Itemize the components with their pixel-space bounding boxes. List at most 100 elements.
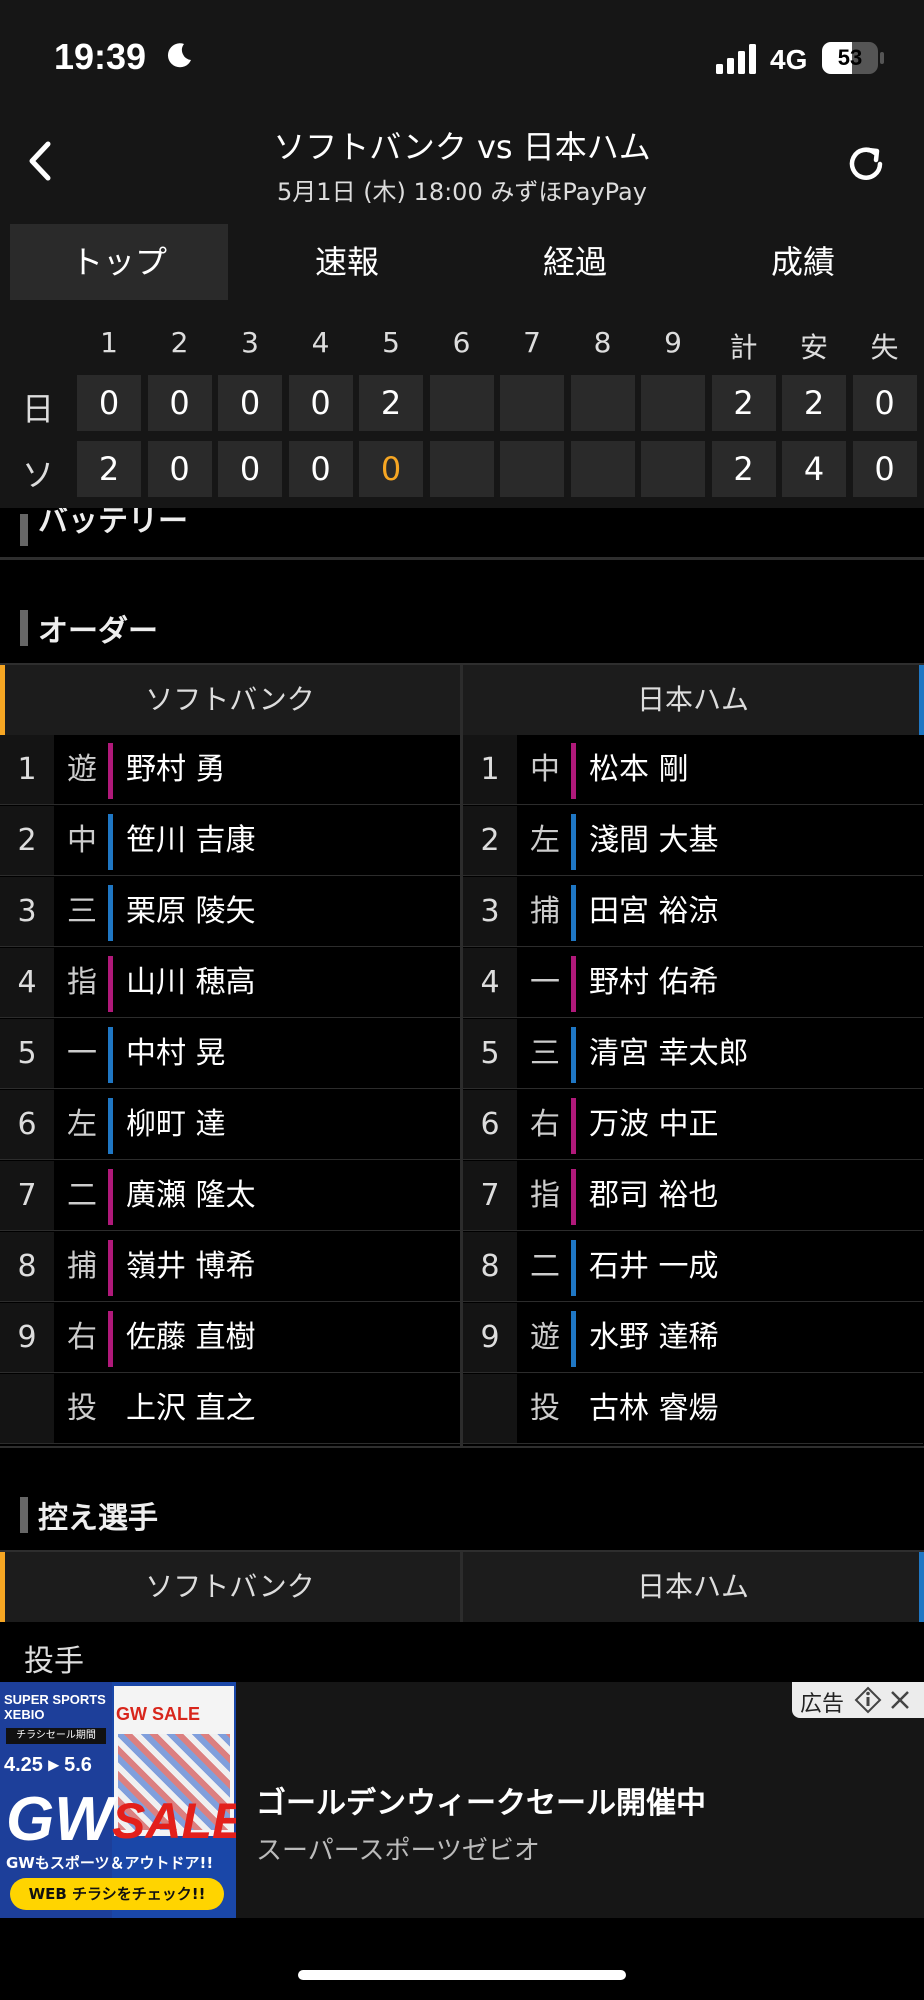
lineup-row[interactable]: 7 指郡司 裕也 [463, 1161, 923, 1231]
lineup-row[interactable]: 9 遊水野 達稀 [463, 1303, 923, 1373]
tab-top[interactable]: トップ [10, 224, 228, 300]
batting-order-number: 3 [0, 877, 54, 947]
lineup-row[interactable]: 3 捕田宮 裕涼 [463, 877, 923, 947]
lineup-row[interactable]: 6 右万波 中正 [463, 1090, 923, 1160]
player-name[interactable]: 柳町 達 [126, 1107, 226, 1142]
score-cell: 0 [147, 375, 212, 431]
player-name[interactable]: 野村 佑希 [589, 965, 719, 1000]
refresh-icon[interactable] [842, 140, 890, 188]
lineup-row[interactable]: 3 三栗原 陵矢 [0, 877, 460, 947]
lineup-row[interactable]: 7 二廣瀬 隆太 [0, 1161, 460, 1231]
ad-sponsor: スーパースポーツゼビオ [256, 1836, 540, 1866]
player-name[interactable]: 廣瀬 隆太 [126, 1178, 256, 1213]
row-divider [0, 804, 460, 805]
battery-fill [822, 42, 852, 74]
batting-hand-indicator [571, 1027, 576, 1083]
batting-hand-indicator [108, 1027, 113, 1083]
row-divider [0, 1017, 460, 1018]
player-name[interactable]: 山川 穂高 [126, 965, 256, 1000]
network-type: 4G [770, 44, 808, 75]
row-divider [0, 1088, 460, 1089]
lineup-row[interactable]: 8 捕嶺井 博希 [0, 1232, 460, 1302]
player-name[interactable]: 栗原 陵矢 [126, 894, 256, 929]
table-top-border [0, 663, 924, 665]
battery-tip [880, 52, 884, 64]
batting-hand-indicator [571, 814, 576, 870]
team-header-nipponham: 日本ハム [463, 665, 923, 735]
ad-banner[interactable]: SUPER SPORTS XEBIO チラシセール期間 4.25 ▸ 5.6 G… [0, 1682, 924, 1918]
ad-dates: 4.25 ▸ 5.6 [4, 1754, 92, 1776]
lineup-row[interactable]: 6 左柳町 達 [0, 1090, 460, 1160]
player-name[interactable]: 松本 剛 [589, 752, 689, 787]
tab-live[interactable]: 速報 [314, 243, 379, 281]
score-cell: 4 [782, 441, 846, 497]
ad-image[interactable]: SUPER SPORTS XEBIO チラシセール期間 4.25 ▸ 5.6 G… [0, 1682, 236, 1918]
lineup-row[interactable]: 1 中松本 剛 [463, 735, 923, 805]
lineup-row[interactable]: 5 三清宮 幸太郎 [463, 1019, 923, 1089]
batting-order-number: 8 [0, 1232, 54, 1302]
lineup-row[interactable]: 5 一中村 晃 [0, 1019, 460, 1089]
score-cell [641, 375, 705, 431]
player-name[interactable]: 古林 睿煬 [589, 1391, 719, 1426]
player-name[interactable]: 万波 中正 [589, 1107, 719, 1142]
lineup-row[interactable]: 2 中笹川 吉康 [0, 806, 460, 876]
player-name[interactable]: 淺間 大基 [589, 823, 719, 858]
lineup-row[interactable]: 9 右佐藤 直樹 [0, 1303, 460, 1373]
player-name[interactable]: 中村 晃 [126, 1036, 226, 1071]
column-divider [460, 1552, 463, 1622]
section-divider [0, 557, 924, 560]
inning-header: 1 [100, 326, 118, 359]
player-name[interactable]: 水野 達稀 [589, 1320, 719, 1355]
battery-section: バッテリー [0, 508, 924, 560]
batting-order-number: 6 [0, 1090, 54, 1160]
close-icon[interactable] [888, 1688, 912, 1712]
player-name[interactable]: 野村 勇 [126, 752, 226, 787]
player-name[interactable]: 郡司 裕也 [589, 1178, 719, 1213]
lineup-row[interactable]: 8 二石井 一成 [463, 1232, 923, 1302]
ad-title[interactable]: ゴールデンウィークセール開催中 [256, 1786, 706, 1821]
fielding-position: 中 [530, 752, 560, 787]
tab-stats[interactable]: 成績 [770, 243, 835, 281]
game-header: ソフトバンク vs 日本ハム 5月1日 (木) 18:00 みずほPayPay [0, 120, 924, 216]
lineup-row[interactable]: 2 左淺間 大基 [463, 806, 923, 876]
lineup-row[interactable]: 4 指山川 穂高 [0, 948, 460, 1018]
reserve-team-header-nipponham: 日本ハム [463, 1552, 923, 1622]
player-name[interactable]: 佐藤 直樹 [126, 1320, 256, 1355]
lineup-row[interactable]: 1 遊野村 勇 [0, 735, 460, 805]
score-cell: 0 [359, 441, 423, 497]
player-name[interactable]: 清宮 幸太郎 [589, 1036, 749, 1071]
back-chevron-icon[interactable] [18, 136, 68, 186]
player-name[interactable]: 嶺井 博希 [126, 1249, 256, 1284]
fielding-position: 左 [530, 823, 560, 858]
fielding-position: 右 [530, 1107, 560, 1142]
inning-header: 失 [870, 331, 899, 364]
player-name[interactable]: 上沢 直之 [126, 1391, 256, 1426]
section-title-order: オーダー [38, 614, 158, 649]
player-name[interactable]: 田宮 裕涼 [589, 894, 719, 929]
team-color-bar [919, 665, 924, 735]
batting-hand-indicator [571, 885, 576, 941]
batting-order-number: 4 [463, 948, 517, 1018]
status-time: 19:39 [54, 36, 147, 77]
ad-cta-button[interactable]: WEB チラシをチェック!! [10, 1878, 224, 1910]
player-name[interactable]: 笹川 吉康 [126, 823, 256, 858]
game-info: 5月1日 (木) 18:00 みずほPayPay [277, 178, 647, 206]
fielding-position: 三 [67, 894, 97, 929]
ad-flyer-pattern [118, 1734, 230, 1830]
player-name[interactable]: 石井 一成 [589, 1249, 719, 1284]
lineup-row[interactable]: 投古林 睿煬 [463, 1374, 923, 1444]
tab-progress[interactable]: 経過 [542, 243, 607, 281]
home-indicator[interactable] [298, 1970, 626, 1980]
score-cell: 0 [288, 441, 353, 497]
batting-hand-indicator [571, 1169, 576, 1225]
row-divider [0, 1372, 460, 1373]
score-cell [500, 441, 564, 497]
lineup-row[interactable]: 投上沢 直之 [0, 1374, 460, 1444]
score-cell: 2 [359, 375, 423, 431]
lineup-row[interactable]: 4 一野村 佑希 [463, 948, 923, 1018]
row-divider [0, 875, 460, 876]
row-divider [0, 1443, 460, 1444]
ad-slogan: GWもスポーツ＆アウトドア!! [6, 1854, 214, 1872]
fielding-position: 中 [67, 823, 97, 858]
ad-info-icon[interactable] [854, 1686, 882, 1714]
